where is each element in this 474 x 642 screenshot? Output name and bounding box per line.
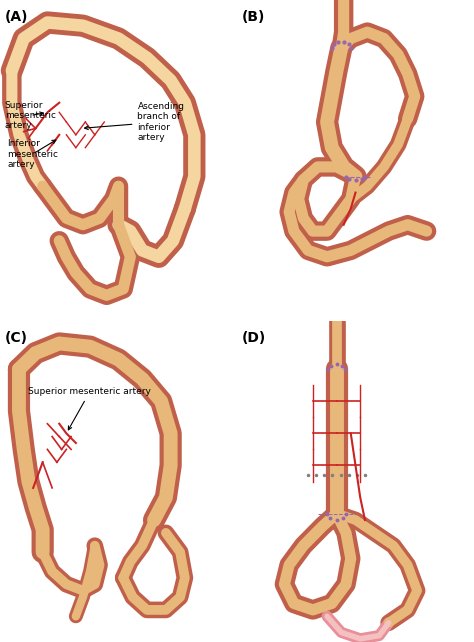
Text: Ascending
branch of
inferior
artery: Ascending branch of inferior artery [84, 102, 184, 142]
Text: (D): (D) [242, 331, 266, 345]
Text: (B): (B) [242, 10, 265, 24]
Text: Superior
mesenteric
artery: Superior mesenteric artery [5, 101, 56, 130]
Text: Superior mesenteric artery: Superior mesenteric artery [28, 387, 151, 430]
Text: (C): (C) [5, 331, 28, 345]
Text: Inferior
mesenteric
artery: Inferior mesenteric artery [7, 139, 58, 169]
Text: (A): (A) [5, 10, 28, 24]
